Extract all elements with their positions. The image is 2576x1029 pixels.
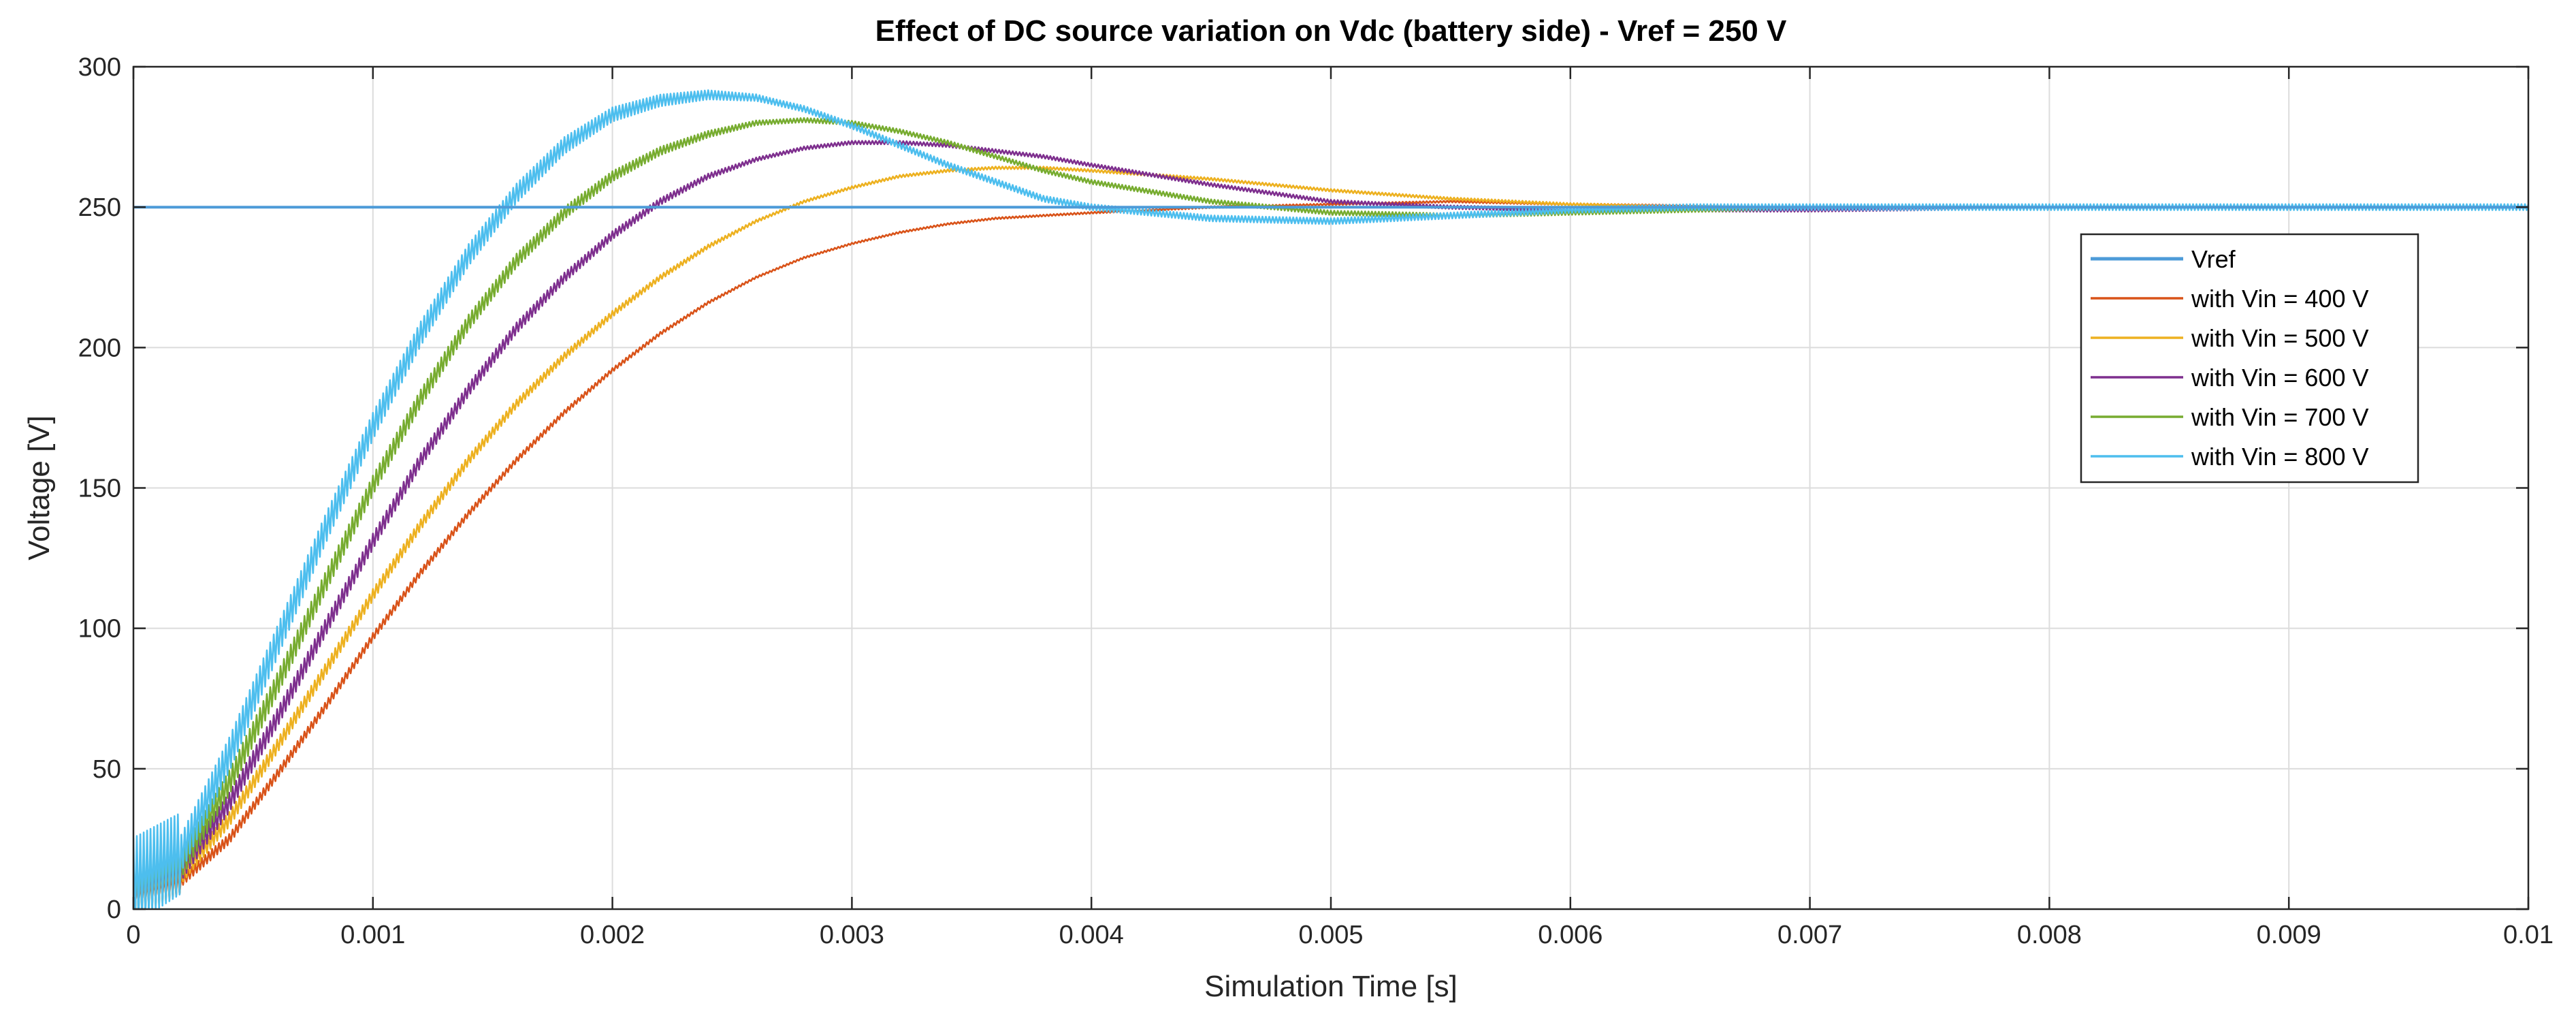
legend-entry-label: Vref [2191,245,2236,273]
legend-entry-label: with Vin = 700 V [2191,403,2369,431]
x-tick-label: 0.003 [820,921,884,949]
series-layer [133,89,2528,909]
tick-marks [132,65,2530,911]
x-tick-label: 0.005 [1298,921,1363,949]
legend-entry-label: with Vin = 400 V [2191,285,2369,313]
x-tick-label: 0.002 [580,921,645,949]
y-tick-label: 200 [78,334,121,362]
legend-box [2080,233,2419,484]
x-tick-label: 0.008 [2017,921,2082,949]
x-tick-label: 0.01 [2503,921,2554,949]
x-tick-label: 0.001 [340,921,405,949]
x-tick-labels: 0 0.001 0.002 0.003 0.004 0.005 0.006 0.007 0.00… [126,921,2554,949]
legend-entry-label: with Vin = 800 V [2191,443,2369,471]
y-tick-labels: 0 50 100 150 200 250 300 [78,53,121,924]
legend-entry-label: with Vin = 500 V [2191,324,2369,352]
x-tick-label: 0 [126,921,140,949]
y-tick-label: 0 [107,896,121,924]
x-axis-label: Simulation Time [s] [1204,970,1458,1003]
y-tick-label: 50 [93,755,121,784]
x-tick-label: 0.006 [1538,921,1603,949]
x-tick-label: 0.007 [1777,921,1842,949]
legend: Vref with Vin = 400 V with Vin = 500 V with… [2080,233,2419,484]
x-tick-label: 0.009 [2257,921,2321,949]
x-tick-label: 0.004 [1059,921,1124,949]
y-tick-label: 100 [78,615,121,644]
y-tick-label: 300 [78,53,121,82]
chart-title: Effect of DC source variation on Vdc (ba… [875,14,1787,48]
y-axis-label: Voltage [V] [22,415,56,560]
y-tick-label: 150 [78,475,121,503]
legend-entry-label: with Vin = 600 V [2191,364,2369,392]
y-tick-label: 250 [78,193,121,222]
